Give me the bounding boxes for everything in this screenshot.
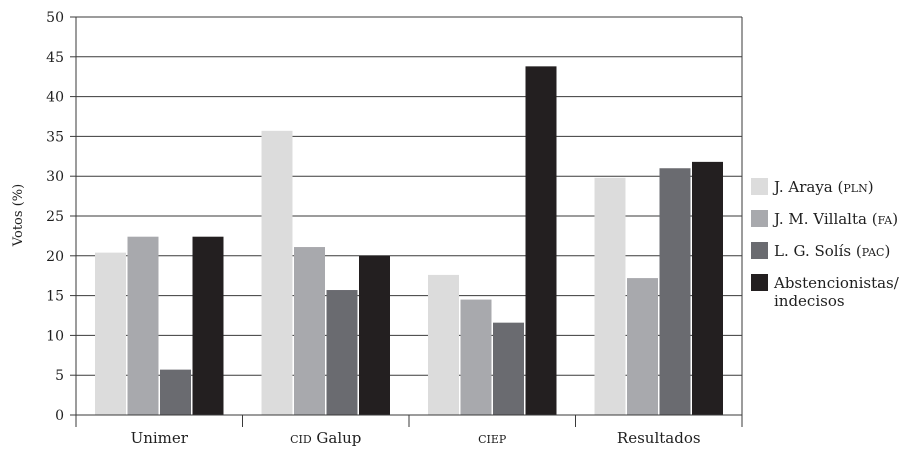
bar [493,322,524,415]
bar [692,161,723,415]
y-tick-label: 10 [46,328,64,344]
bar [594,177,626,415]
label-fragment: Resultados [617,429,701,447]
y-axis-label: Votos (%) [11,184,26,247]
bar [95,252,126,415]
bar [460,299,492,415]
smallcaps-fragment: PLN [843,182,868,195]
x-category-label: CIEP [478,433,507,446]
legend-entry: L. G. Solís (PAC) [774,242,890,260]
legend-entry: Abstencionistas/ [773,274,900,292]
bar [359,255,390,415]
bar [160,369,191,415]
bar [294,247,325,415]
x-category-labels: Unimer CID Galup CIEP Resultados [131,429,701,447]
smallcaps-fragment: CID [290,433,312,446]
bar [525,66,557,416]
smallcaps-fragment: FA [878,214,894,227]
legend-entry: J. M. Villalta (FA) [772,210,898,228]
y-tick-label: 0 [55,408,64,424]
x-category-label: Resultados [617,429,701,447]
smallcaps-fragment: CIEP [478,433,507,446]
smallcaps-fragment: PAC [862,246,885,259]
y-tick-label: 15 [46,289,64,305]
legend-entry: J. Araya (PLN) [772,178,874,196]
label-fragment: ) [868,178,874,196]
y-tick-label: 45 [46,50,64,66]
label-fragment: Unimer [131,429,189,447]
legend-swatch [751,274,768,291]
label-fragment: L. G. Solís ( [774,242,862,260]
bar [326,290,358,415]
legend-swatch [751,210,768,227]
legend-entry-line2: indecisos [774,292,845,310]
axes [70,16,743,427]
y-tick-label: 20 [46,249,64,265]
legend-swatch [751,242,768,259]
legend-swatch [751,178,768,195]
label-fragment: ) [892,210,898,228]
bar [192,236,224,415]
label-fragment: J. M. Villalta ( [772,210,878,228]
label-fragment: ) [884,242,890,260]
x-category-label: CID Galup [290,429,361,447]
y-tick-label: 25 [46,209,64,225]
bar [659,168,691,415]
grid-lines [76,16,742,376]
y-tick-label: 50 [46,10,64,26]
bar [428,274,459,415]
label-fragment: Galup [312,429,362,447]
bar [627,278,658,415]
y-tick-label: 40 [46,90,64,106]
y-tick-label: 35 [46,129,64,145]
legend: J. Araya (PLN)J. M. Villalta (FA)L. G. S… [751,178,900,310]
bar [261,130,293,415]
x-category-label: Unimer [131,429,189,447]
label-fragment: Abstencionistas/ [773,274,900,292]
label-fragment: J. Araya ( [772,178,843,196]
bars-group [95,66,723,416]
y-tick-labels: 0 5 10 15 20 25 30 35 40 45 50 [46,10,64,424]
y-tick-label: 5 [55,368,64,384]
y-tick-label: 30 [46,169,64,185]
bar [127,236,159,415]
